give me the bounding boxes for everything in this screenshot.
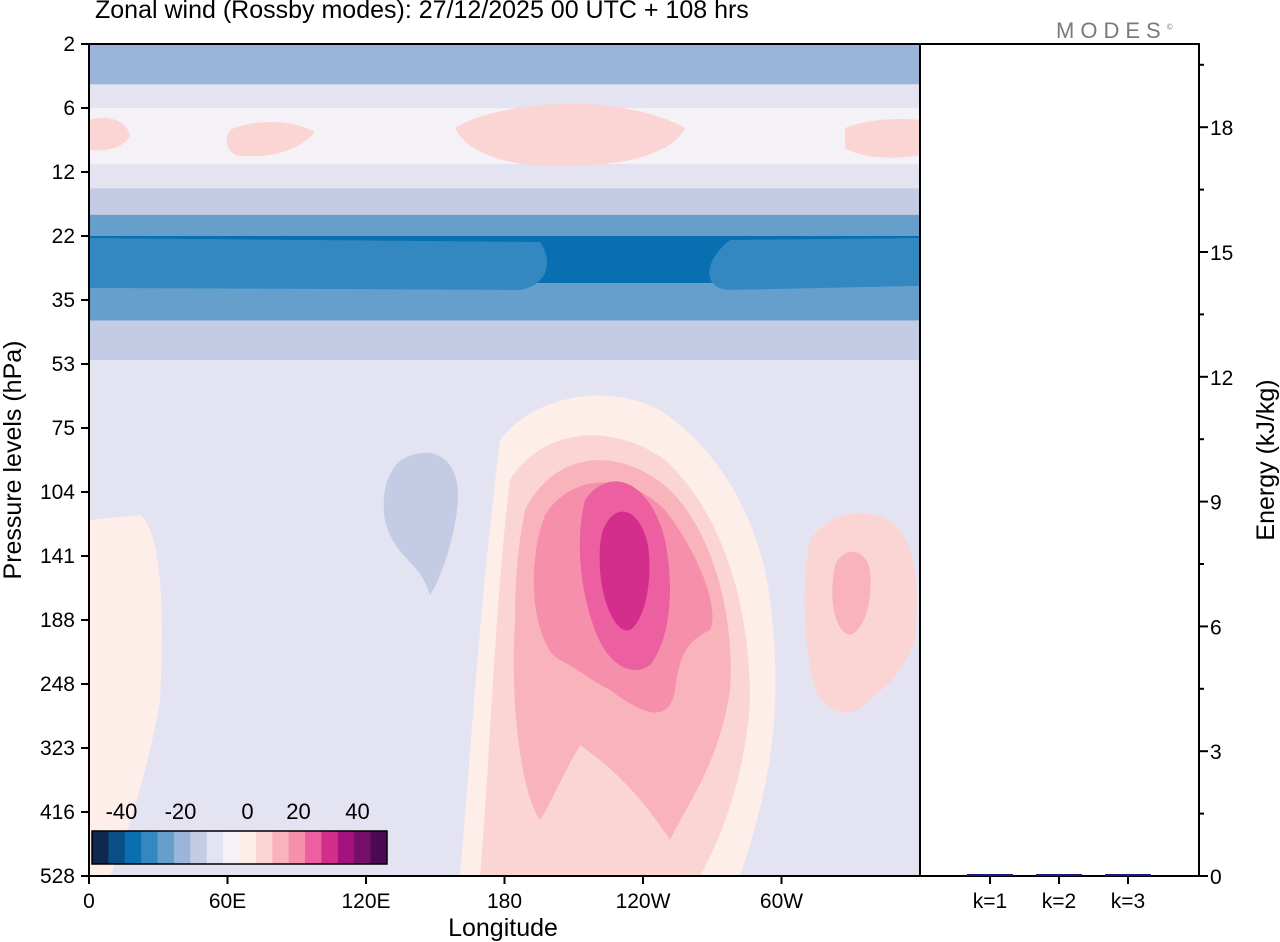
- pressure-tick-label: 416: [40, 801, 75, 824]
- energy-tick-label: 12: [1210, 367, 1233, 390]
- pressure-tick-label: 6: [63, 97, 75, 120]
- longitude-tick-label: 60E: [209, 890, 246, 913]
- colorbar-swatch: [321, 831, 339, 864]
- pressure-tick-label: 2: [63, 33, 75, 56]
- longitude-tick-label: 0: [83, 890, 95, 913]
- colorbar-swatch: [206, 831, 224, 864]
- energy-bar-label: k=2: [1042, 890, 1076, 913]
- colorbar-swatch: [92, 831, 109, 864]
- energy-tick-label: 18: [1210, 117, 1233, 140]
- field-band-3: [89, 163, 920, 189]
- energy-axis: 0 3 6 9 12 15 18: [1199, 63, 1233, 889]
- colorbar-swatch: [354, 831, 372, 864]
- pressure-tick-label: 12: [52, 161, 75, 184]
- logo-copyright-mark: ©: [1166, 22, 1173, 32]
- longitude-tick-label: 120W: [616, 890, 671, 913]
- y-axis-label: Pressure levels (hPa): [0, 341, 27, 580]
- colorbar-swatch: [239, 831, 257, 864]
- colorbar-swatch: [288, 831, 306, 864]
- colorbar-tick-label: 40: [345, 799, 369, 824]
- energy-bar-label: k=3: [1111, 890, 1145, 913]
- field-band-0: [89, 44, 920, 85]
- logo-text: MODES: [1056, 18, 1167, 43]
- colorbar-swatch: [157, 831, 175, 864]
- colorbar-swatch: [305, 831, 322, 864]
- pressure-tick-label: 104: [40, 481, 75, 504]
- colorbar-swatch: [337, 831, 355, 864]
- pressure-tick-label: 188: [40, 609, 75, 632]
- colorbar-swatch: [223, 831, 240, 864]
- field-band-5: [89, 214, 920, 236]
- pressure-tick-label: 53: [52, 353, 75, 376]
- x-axis-label: Longitude: [448, 914, 558, 942]
- easterly-core-west: [89, 238, 548, 290]
- pressure-tick-label: 75: [52, 417, 75, 440]
- pressure-tick-label: 141: [40, 545, 75, 568]
- energy-bar: [1105, 874, 1151, 876]
- energy-bar-label: k=1: [973, 890, 1007, 913]
- pressure-tick-label: 248: [40, 673, 75, 696]
- colorbar-tick-label: -40: [106, 799, 138, 824]
- longitude-tick-label: 60W: [760, 890, 803, 913]
- pressure-tick-label: 35: [52, 289, 75, 312]
- colorbar-swatch: [370, 831, 388, 864]
- colorbar-swatch: [108, 831, 126, 864]
- energy-tick-label: 0: [1210, 866, 1222, 889]
- longitude-tick-label: 120E: [341, 890, 390, 913]
- stratospheric-westerly-180: [455, 103, 685, 167]
- colorbar-labels: -40 -20 0 20 40: [106, 799, 370, 824]
- field-features: [89, 103, 920, 876]
- colorbar-swatch: [190, 831, 208, 864]
- energy-bar-labels: k=1 k=2 k=3: [973, 876, 1145, 913]
- energy-bar: [1036, 874, 1082, 876]
- westerly-pocket-0: [89, 515, 162, 876]
- energy-bar: [967, 874, 1013, 876]
- easterly-core-east: [709, 238, 920, 290]
- colorbar-swatch: [141, 831, 159, 864]
- westerly-core-60w: [832, 551, 871, 635]
- pressure-axis: 2 6 12 22 35 53 75 104 141 188 248 323 416 528: [40, 33, 89, 888]
- stratospheric-westerly-60e: [226, 122, 315, 157]
- pressure-tick-label: 528: [40, 865, 75, 888]
- longitude-axis: 0 60E 120E 180 120W 60W: [83, 876, 803, 913]
- longitude-tick-label: 180: [487, 890, 522, 913]
- energy-frame: [919, 43, 1200, 877]
- pressure-tick-label: 22: [52, 225, 75, 248]
- easterly-pocket-60e: [383, 452, 459, 595]
- colorbar: [91, 830, 388, 865]
- chart-title: Zonal wind (Rossby modes): 27/12/2025 00…: [95, 0, 749, 24]
- modes-logo: MODES©: [1056, 18, 1173, 44]
- field-band-1: [89, 84, 920, 108]
- colorbar-swatch: [173, 831, 191, 864]
- energy-tick-label: 9: [1210, 492, 1222, 515]
- energy-axis-label: Energy (kJ/kg): [1252, 379, 1280, 540]
- colorbar-frame: [91, 830, 388, 865]
- stratospheric-westerly-0: [89, 117, 130, 151]
- stratospheric-westerly-60w: [845, 118, 920, 158]
- zonal-wind-field: [89, 44, 920, 876]
- colorbar-tick-label: 20: [286, 799, 310, 824]
- energy-tick-label: 3: [1210, 741, 1222, 764]
- field-band-4: [89, 188, 920, 215]
- pressure-tick-label: 323: [40, 737, 75, 760]
- colorbar-swatch: [272, 831, 290, 864]
- colorbar-swatch: [124, 831, 142, 864]
- energy-tick-label: 15: [1210, 242, 1233, 265]
- westerly-core: [599, 511, 650, 631]
- energy-tick-label: 6: [1210, 616, 1222, 639]
- colorbar-tick-label: -20: [165, 799, 197, 824]
- colorbar-tick-label: 0: [241, 799, 253, 824]
- colorbar-swatch: [255, 831, 273, 864]
- energy-bars: [967, 874, 1151, 876]
